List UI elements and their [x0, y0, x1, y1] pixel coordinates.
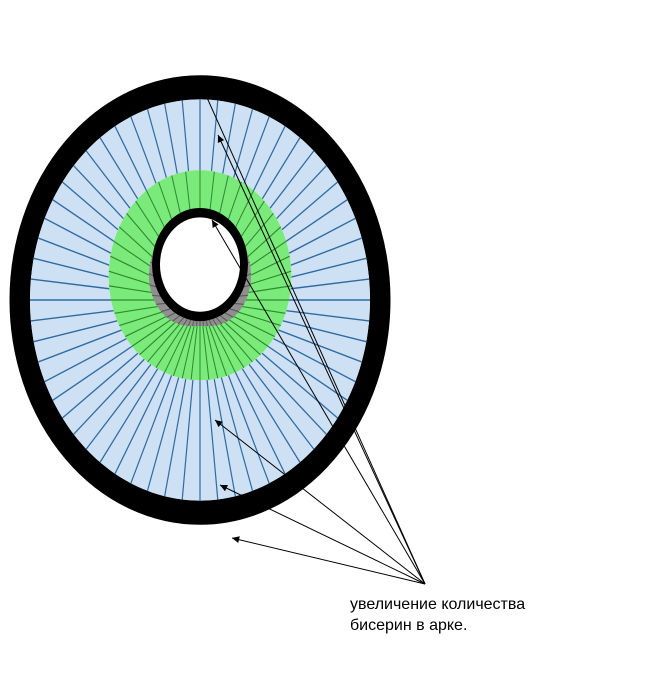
diagram-svg [0, 0, 654, 690]
caption-line1: увеличение количества [350, 596, 525, 613]
caption-line2: бисерин в арке. [350, 617, 467, 634]
caption: увеличение количества бисерин в арке. [350, 595, 525, 637]
